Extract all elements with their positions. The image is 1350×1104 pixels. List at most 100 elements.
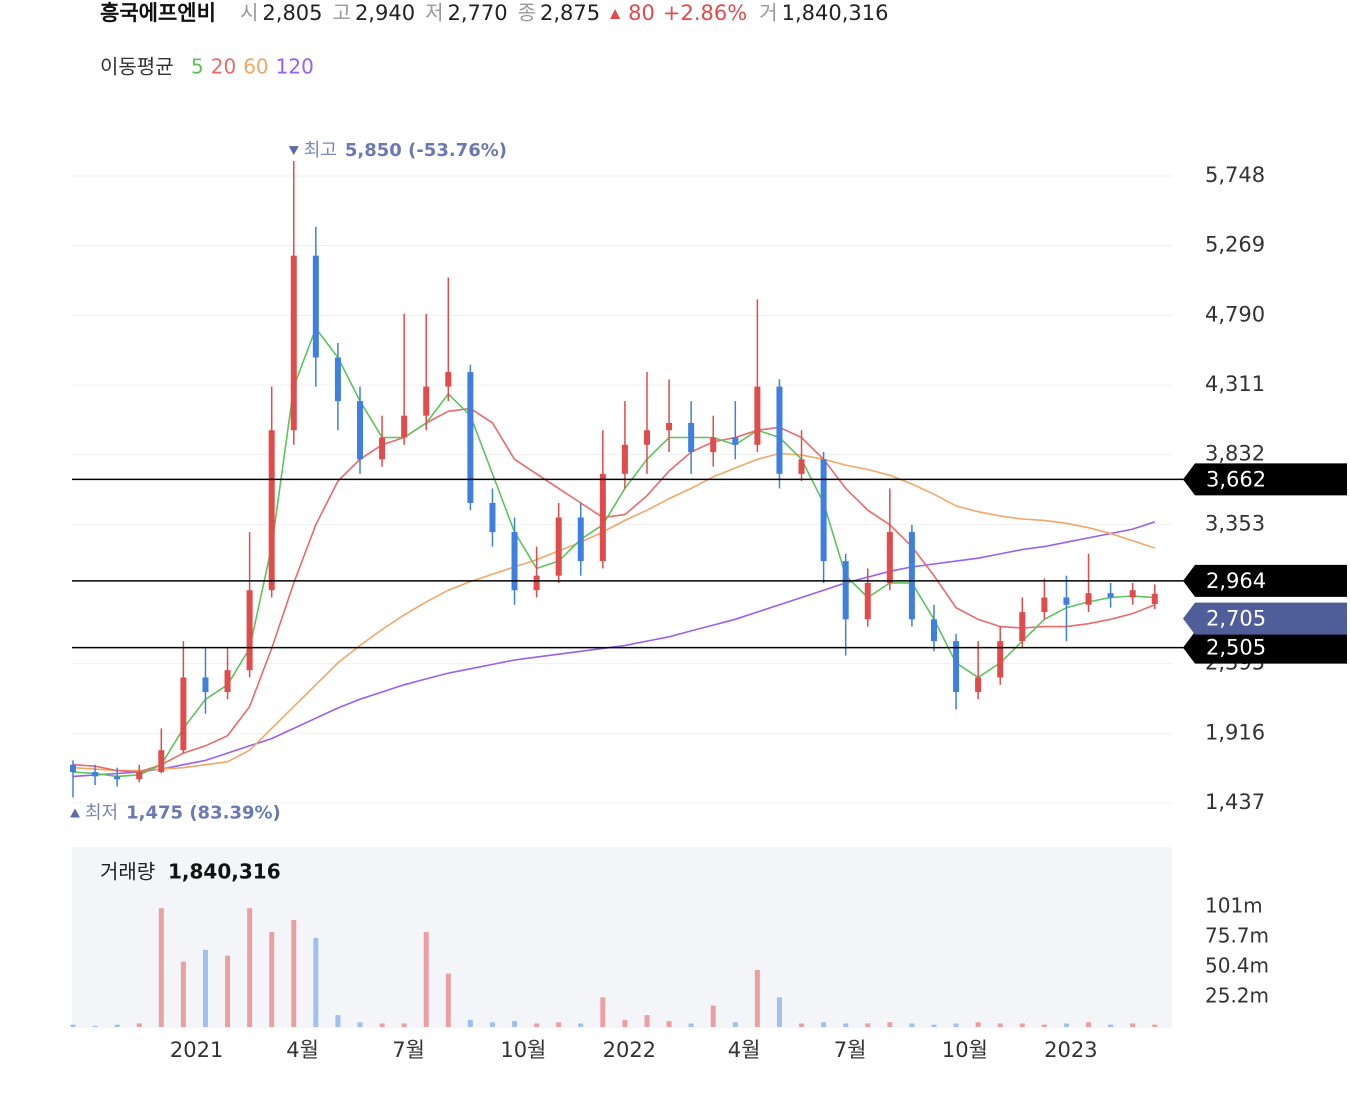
volume-bar	[247, 908, 253, 1027]
candle-body	[930, 619, 937, 642]
volume-bar	[622, 1019, 628, 1027]
volume-bar	[379, 1023, 385, 1027]
candle-body	[754, 386, 761, 445]
candle-body	[445, 372, 452, 387]
volume-bar	[225, 955, 231, 1027]
volume-bar	[114, 1024, 120, 1027]
x-tick-label: 10월	[942, 1038, 988, 1062]
ma-line	[72, 407, 1156, 773]
price-tag-label: 2,705	[1206, 607, 1266, 631]
volume-bar	[401, 1023, 407, 1027]
candle-body	[643, 430, 650, 445]
y-tick-label: 3,832	[1205, 442, 1265, 466]
volume-bar	[732, 1022, 738, 1027]
ma-legend-entry: 120	[276, 55, 314, 79]
volume-bar	[423, 931, 429, 1027]
volume-panel-bg	[72, 847, 1172, 1028]
candle-body	[158, 750, 165, 773]
candle-body	[290, 255, 297, 431]
field-value: 2,875	[540, 1, 600, 25]
candle-body	[467, 372, 474, 503]
volume-bar	[1086, 1022, 1092, 1027]
candle-body	[864, 582, 871, 620]
volume-bar	[202, 949, 208, 1027]
y-tick-label: 5,269	[1205, 233, 1265, 257]
price-tag-label: 2,505	[1206, 636, 1266, 660]
price-tag	[1183, 631, 1347, 664]
volume-bar	[1041, 1024, 1047, 1027]
candle-body	[997, 641, 1004, 678]
field-label: 종	[518, 1, 536, 25]
candle-body	[1085, 593, 1092, 605]
volume-bar	[843, 1023, 849, 1027]
volume-bar	[776, 997, 782, 1027]
candle-body	[1041, 597, 1048, 613]
candle-body	[908, 532, 915, 620]
candle-body	[246, 590, 253, 671]
candle-body	[1129, 590, 1136, 598]
candle-body	[401, 415, 408, 438]
volume-bar	[180, 961, 186, 1027]
candle-body	[599, 473, 606, 562]
candle-body	[268, 430, 275, 591]
volume-bar	[997, 1023, 1003, 1027]
volume-bar	[821, 1022, 827, 1027]
candle-body	[489, 502, 496, 533]
volume-bar	[688, 1023, 694, 1027]
x-tick-label: 7월	[392, 1038, 425, 1062]
candle-body	[975, 677, 982, 693]
candle-body	[820, 459, 827, 562]
volume-bar	[445, 973, 451, 1027]
candle-body	[136, 772, 143, 780]
candle-body	[842, 561, 849, 620]
candle-body	[312, 255, 319, 358]
y-tick-label: 4,790	[1205, 302, 1265, 326]
volume-bar	[754, 969, 760, 1027]
low-label: 최저	[85, 802, 118, 823]
volume-bar	[975, 1022, 981, 1027]
volume-bar	[556, 1022, 562, 1027]
candle-body	[92, 772, 99, 777]
volume-bar	[644, 1015, 650, 1027]
candle-body	[688, 422, 695, 453]
candle-body	[423, 386, 430, 416]
price-tag-label: 3,662	[1206, 467, 1266, 491]
volume-bar	[909, 1023, 915, 1027]
volume-bar	[1108, 1024, 1114, 1027]
y-tick-label: 1,437	[1205, 790, 1265, 814]
price-tag	[1183, 564, 1347, 597]
volume-bar	[799, 1023, 805, 1027]
volume-bar	[710, 1005, 716, 1027]
candle-body	[1151, 593, 1158, 605]
stock-name: 흥국에프엔비	[100, 1, 216, 25]
candle-body	[621, 444, 628, 474]
candle-body	[710, 437, 717, 453]
ma-title: 이동평균	[100, 55, 174, 79]
volume-bar	[467, 1019, 473, 1027]
volume-tick-label: 101m	[1205, 894, 1263, 918]
volume-bar	[887, 1022, 893, 1027]
ma-line	[72, 521, 1156, 778]
field-label: 고	[333, 1, 351, 25]
volume-bar	[666, 1021, 672, 1027]
candle-body	[666, 422, 673, 431]
volume-total: 1,840,316	[168, 860, 281, 884]
up-arrow	[610, 9, 621, 19]
candle-body	[1107, 593, 1114, 598]
x-tick-label: 2022	[603, 1038, 656, 1062]
y-tick-label: 3,353	[1205, 511, 1265, 535]
candle-body	[555, 517, 562, 576]
volume-bar	[489, 1022, 495, 1027]
volume-value: 1,840,316	[782, 1, 889, 25]
candle-body	[1019, 612, 1026, 642]
candle-body	[202, 677, 209, 693]
volume-tick-label: 75.7m	[1205, 924, 1269, 948]
change-pct: +2.86%	[663, 1, 747, 25]
candle-body	[732, 437, 739, 445]
field-label: 저	[425, 1, 443, 25]
candle-body	[1063, 597, 1070, 605]
x-tick-label: 2021	[170, 1038, 223, 1062]
candle-body	[533, 575, 540, 591]
high-text: 5,850 (-53.76%)	[345, 140, 507, 161]
y-tick-label: 1,916	[1205, 720, 1265, 744]
